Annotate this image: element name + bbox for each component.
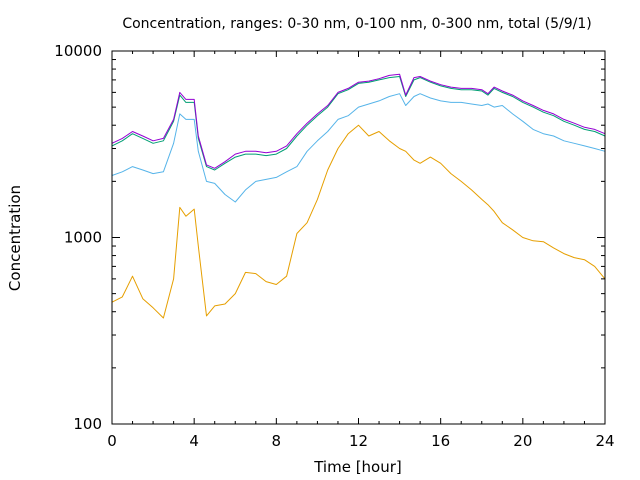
series-lines — [111, 73, 606, 319]
x-tick-label: 12 — [349, 432, 368, 450]
x-tick-label: 16 — [431, 432, 450, 450]
chart-title: Concentration, ranges: 0-30 nm, 0-100 nm… — [122, 16, 591, 32]
axis-ticks: 0 4 8 12 16 20 24 100 1000 10000 — [54, 42, 614, 450]
y-tick-label: 1000 — [64, 229, 102, 247]
x-axis-label: Time [hour] — [313, 458, 402, 476]
plot-frame — [111, 50, 606, 425]
x-tick-label: 8 — [272, 432, 282, 450]
y-tick-label: 100 — [73, 415, 102, 433]
series-line-2 — [111, 76, 606, 171]
series-line-3 — [111, 73, 606, 169]
series-line-0 — [111, 124, 606, 319]
y-axis-label: Concentration — [6, 185, 24, 291]
x-tick-label: 24 — [595, 432, 614, 450]
y-tick-label: 10000 — [54, 42, 102, 60]
series-line-1 — [111, 93, 606, 203]
x-tick-label: 4 — [189, 432, 199, 450]
x-tick-label: 0 — [107, 432, 117, 450]
x-tick-label: 20 — [513, 432, 532, 450]
